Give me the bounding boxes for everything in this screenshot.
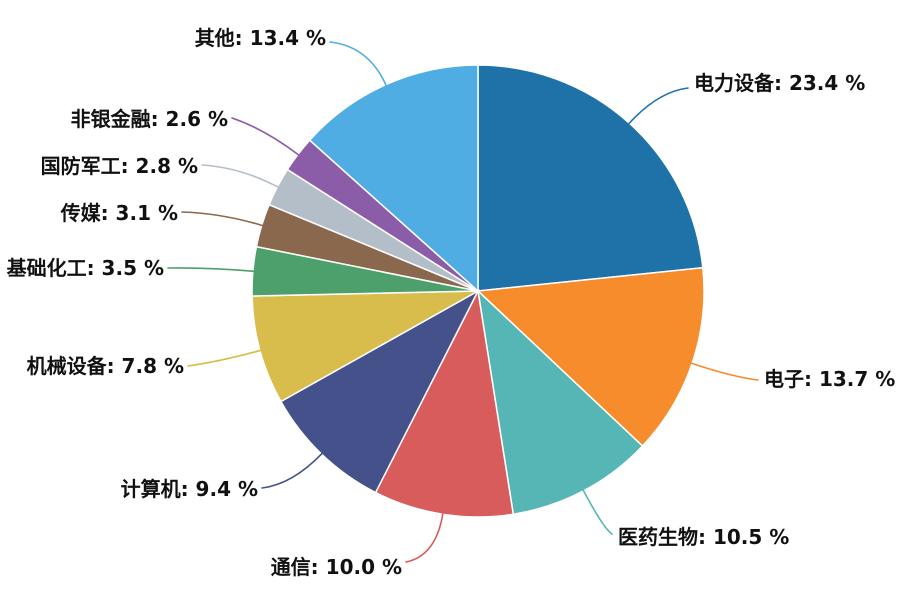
- slice-label-7: 基础化工: 3.5 %: [6, 256, 164, 280]
- leader-line-8: [181, 211, 264, 227]
- leader-line-7: [167, 267, 255, 273]
- leader-line-9: [201, 164, 280, 188]
- slice-label-5: 计算机: 9.4 %: [120, 477, 258, 501]
- leader-line-6: [187, 349, 262, 367]
- leader-line-3: [582, 489, 613, 535]
- slice-label-3: 医药生物: 10.5 %: [618, 525, 790, 549]
- slice-label-1: 电力设备: 23.4 %: [694, 71, 866, 95]
- leader-line-10: [231, 117, 300, 156]
- leader-line-4: [405, 512, 444, 563]
- slice-label-11: 其他: 13.4 %: [194, 26, 326, 50]
- slice-label-9: 国防军工: 2.8 %: [40, 154, 198, 178]
- leader-line-2: [690, 362, 759, 381]
- slice-label-10: 非银金融: 2.6 %: [70, 107, 228, 131]
- leader-line-5: [261, 452, 323, 489]
- slice-label-6: 机械设备: 7.8 %: [26, 354, 184, 378]
- slice-label-4: 通信: 10.0 %: [270, 555, 402, 579]
- leader-line-1: [627, 87, 689, 125]
- pie-slice-1: [477, 64, 704, 292]
- slice-label-2: 电子: 13.7 %: [764, 367, 896, 391]
- leader-line-11: [329, 41, 387, 87]
- slice-label-8: 传媒: 3.1 %: [60, 201, 178, 225]
